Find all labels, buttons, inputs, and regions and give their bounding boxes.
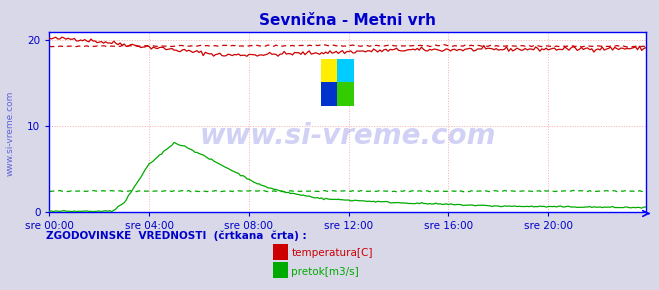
- Bar: [321, 82, 337, 106]
- Text: ZGODOVINSKE  VREDNOSTI  (črtkana  črta) :: ZGODOVINSKE VREDNOSTI (črtkana črta) :: [46, 231, 306, 241]
- Text: www.si-vreme.com: www.si-vreme.com: [5, 91, 14, 176]
- Text: www.si-vreme.com: www.si-vreme.com: [200, 122, 496, 150]
- Bar: [337, 82, 354, 106]
- Bar: [321, 59, 337, 82]
- Text: pretok[m3/s]: pretok[m3/s]: [291, 267, 359, 277]
- Text: temperatura[C]: temperatura[C]: [291, 248, 373, 258]
- Bar: [337, 59, 354, 82]
- Title: Sevnična - Metni vrh: Sevnična - Metni vrh: [259, 13, 436, 28]
